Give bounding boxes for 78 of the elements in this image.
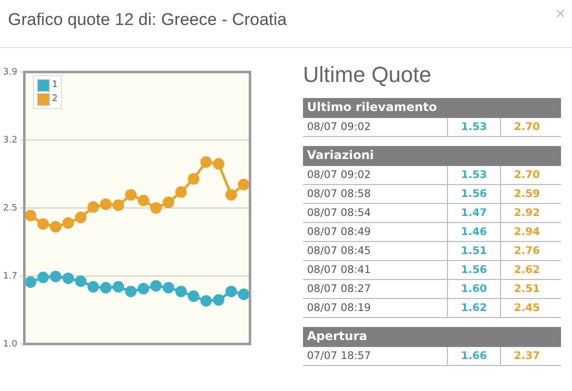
text: 1.46: [447, 223, 500, 241]
text: Ultime Quote: [303, 62, 432, 88]
point: [138, 194, 150, 206]
y-tick-label: 1.7: [2, 271, 18, 282]
text: 08/07 09:02: [306, 169, 372, 181]
text: 08/07 08:54: [306, 207, 372, 219]
point: [100, 198, 112, 210]
text: Apertura: [303, 327, 561, 347]
point: [125, 189, 137, 201]
point: [50, 221, 62, 233]
point: [175, 186, 187, 198]
point: [24, 210, 36, 222]
point: [62, 217, 74, 229]
point: [188, 173, 200, 185]
text: 08/07 08:49: [306, 226, 372, 238]
text: 2.59: [500, 185, 553, 203]
y-tick-label: 3.9: [2, 67, 18, 78]
text: 08/07 08:45: [306, 245, 372, 257]
text: 2.92: [500, 204, 553, 222]
y-tick-label: 3.2: [2, 135, 18, 146]
point: [88, 281, 100, 293]
point: [162, 282, 174, 294]
point: [212, 158, 224, 170]
text: 1.51: [447, 242, 500, 260]
point: [74, 275, 86, 287]
text: Variazioni: [303, 146, 561, 166]
text: 2.94: [500, 223, 553, 241]
text: 07/07 18:57: [306, 350, 372, 362]
text: 08/07 09:02: [306, 121, 372, 133]
text: 1.53: [447, 118, 500, 136]
point: [88, 201, 100, 213]
point: [162, 196, 174, 208]
point: [62, 272, 74, 284]
text: 08/07 08:19: [306, 302, 372, 314]
text: Ultimo rilevamento: [303, 98, 561, 118]
point: [74, 212, 86, 224]
point: [188, 290, 200, 302]
text: 2.70: [500, 166, 553, 184]
point: [238, 178, 250, 190]
point: [125, 286, 137, 298]
point: [112, 199, 124, 211]
legend-label: 1: [52, 80, 58, 90]
text: 1.66: [447, 347, 500, 365]
legend-label: 2: [52, 94, 58, 104]
point: [225, 189, 237, 201]
point: [50, 270, 62, 282]
text: 08/07 08:27: [306, 283, 372, 295]
point: [212, 294, 224, 306]
point: [238, 288, 250, 300]
text: 2.70: [500, 118, 553, 136]
text: 1.56: [447, 185, 500, 203]
text: 1.60: [447, 280, 500, 298]
text: 1.56: [447, 261, 500, 279]
point: [200, 295, 212, 307]
point: [37, 272, 49, 284]
y-tick-label: 1.0: [2, 339, 18, 350]
point: [225, 286, 237, 298]
text: 2.45: [500, 299, 553, 317]
point: [24, 276, 36, 288]
y-tick-label: 2.5: [2, 203, 18, 214]
text: 2.76: [500, 242, 553, 260]
text: 2.51: [500, 280, 553, 298]
point: [175, 286, 187, 298]
point: [37, 218, 49, 230]
point: [100, 282, 112, 294]
text: 1.53: [447, 166, 500, 184]
point: [112, 281, 124, 293]
point: [200, 156, 212, 168]
text: 2.37: [500, 347, 553, 365]
text: 08/07 08:58: [306, 188, 372, 200]
text: 08/07 08:41: [306, 264, 372, 276]
text: 1.47: [447, 204, 500, 222]
text: 2.62: [500, 261, 553, 279]
chart-title: Grafico quote 12 di: Greece - Croatia: [8, 10, 287, 30]
point: [150, 202, 162, 214]
text: 1.62: [447, 299, 500, 317]
point: [138, 282, 150, 294]
point: [150, 280, 162, 292]
